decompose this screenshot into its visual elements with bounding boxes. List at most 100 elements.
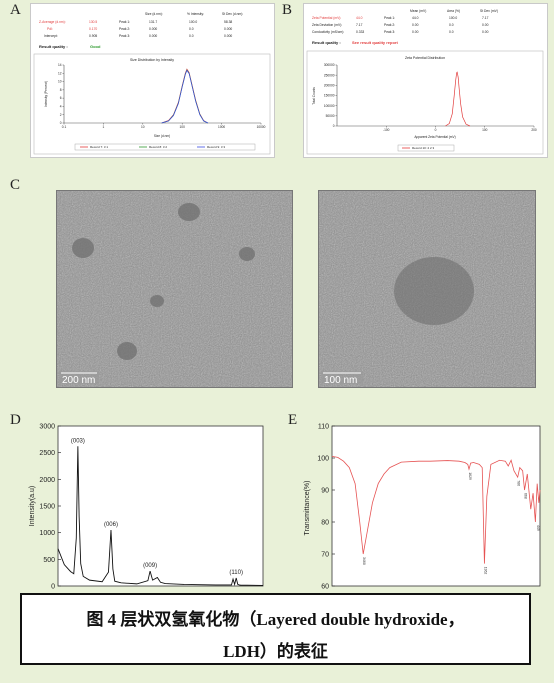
peak-label: Peak 2: bbox=[119, 27, 130, 31]
x-tick-label: 0 bbox=[435, 128, 437, 132]
y-tick-label: 80 bbox=[321, 520, 329, 527]
result-quality-value: See result quality report bbox=[352, 40, 398, 45]
dls-size-figure: Size (d.nm): % Intensity: St Dev (d.nm):… bbox=[33, 12, 271, 155]
xrd-pattern bbox=[57, 446, 264, 587]
peak-cell: 0.0 bbox=[189, 27, 194, 31]
peak-cell: 0.00 bbox=[482, 23, 489, 27]
y-tick-label: 90 bbox=[321, 488, 329, 495]
y-tick-label: 200000 bbox=[324, 83, 335, 87]
intercept-label: Intercept: bbox=[44, 34, 58, 38]
y-tick-label: 100000 bbox=[324, 104, 335, 108]
x-axis-label: Apparent Zeta Potential (mV) bbox=[414, 135, 455, 139]
chart-title: Size Distribution by Intensity bbox=[130, 58, 174, 62]
y-tick-label: 70 bbox=[321, 552, 329, 559]
panel-label-e: E bbox=[288, 412, 298, 428]
result-quality-value: Good bbox=[90, 44, 101, 49]
panel-label-b: B bbox=[282, 2, 293, 18]
zeta-potential-label: Zeta Potential (mV): bbox=[312, 16, 341, 20]
peak-cell: 0.000 bbox=[224, 27, 232, 31]
peak-annotation: (009) bbox=[143, 563, 157, 569]
panel-label-c: C bbox=[10, 177, 21, 193]
peak-annotation: (110) bbox=[229, 570, 243, 576]
ftir-spectrum bbox=[331, 456, 541, 564]
legend-entry: Record 8: 3 2 bbox=[149, 145, 167, 149]
peak-cell: 131.7 bbox=[149, 20, 157, 24]
legend-box bbox=[397, 144, 455, 152]
y-axis-label: Intensity(a.u) bbox=[29, 486, 36, 526]
size-distribution-series bbox=[161, 69, 209, 124]
peak-cell: 0.00 bbox=[412, 23, 419, 27]
panel-label-a: A bbox=[10, 2, 21, 18]
zeta-distribution-series bbox=[445, 71, 471, 127]
chart-title: Zeta Potential Distribution bbox=[405, 56, 445, 60]
scale-bar-label: 200 nm bbox=[62, 375, 95, 386]
peak-cell: 100.0 bbox=[449, 16, 457, 20]
scale-bar-label: 100 nm bbox=[324, 375, 357, 386]
y-tick-label: 14 bbox=[58, 63, 62, 67]
y-axis-label: Total Counts bbox=[312, 87, 316, 105]
col-header: % Intensity: bbox=[187, 12, 204, 16]
caption-line-2: LDH）的表征 bbox=[223, 642, 328, 661]
y-tick-label: 0 bbox=[333, 124, 335, 128]
y-tick-label: 50000 bbox=[326, 114, 335, 118]
y-tick-label: 12 bbox=[58, 71, 62, 75]
band-annotation: 668 bbox=[524, 493, 528, 499]
x-tick-label: 100 bbox=[482, 128, 488, 132]
band-annotation: 1629 bbox=[468, 472, 472, 480]
y-tick-label: 1000 bbox=[39, 530, 55, 537]
y-tick-label: 2 bbox=[60, 113, 62, 117]
band-annotation: 786 bbox=[517, 480, 521, 486]
peak-label: Peak 3: bbox=[119, 34, 130, 38]
band-annotation: 449 bbox=[536, 525, 540, 531]
col-header: Area (%) bbox=[447, 9, 460, 13]
y-axis-label: Transmittance(%) bbox=[304, 481, 311, 536]
tem-image-left: 200 nm bbox=[56, 190, 293, 388]
result-quality-label: Result quality : bbox=[312, 40, 341, 45]
dls-size-report: Size (d.nm): % Intensity: St Dev (d.nm):… bbox=[30, 3, 275, 158]
peak-cell: 0.00 bbox=[482, 30, 489, 34]
peak-label: Peak 1: bbox=[384, 16, 395, 20]
y-axis-label: Intensity (Percent) bbox=[44, 81, 48, 107]
x-tick-label: 10000 bbox=[257, 125, 266, 129]
y-tick-label: 60 bbox=[321, 584, 329, 591]
zeta-deviation-value: 7.17 bbox=[356, 23, 363, 27]
peak-cell: 0.000 bbox=[149, 27, 157, 31]
x-tick-label: 1 bbox=[103, 125, 105, 129]
legend-entry: Record 10: 2 2 3 bbox=[412, 146, 435, 150]
y-tick-label: 1500 bbox=[39, 504, 55, 511]
zeta-potential-report: Mean (mV) Area (%) St Dev (mV) Zeta Pote… bbox=[303, 3, 548, 158]
band-annotation: 1362 bbox=[483, 567, 487, 575]
col-header: Mean (mV) bbox=[410, 9, 426, 13]
chart-frame bbox=[306, 50, 544, 155]
ftir-chart: 60 70 80 90 100 110 Transmittance(%) 3460 1629… bbox=[297, 420, 554, 595]
zeta-potential-value: 44.0 bbox=[356, 16, 363, 20]
conductivity-value: 0.333 bbox=[356, 30, 364, 34]
intercept-value: 0.905 bbox=[89, 34, 97, 38]
legend-entry: Record 9: 3 3 bbox=[207, 145, 225, 149]
tem-image-right: 100 nm bbox=[318, 190, 536, 388]
peak-annotation: (006) bbox=[104, 522, 118, 528]
y-tick-label: 6 bbox=[60, 96, 62, 100]
zeta-deviation-label: Zeta Deviation (mV): bbox=[312, 23, 342, 27]
figure-caption: 图 4 层状双氢氧化物（Layered double hydroxide， LD… bbox=[20, 593, 531, 665]
tem-micrograph: 100 nm bbox=[319, 191, 535, 387]
x-tick-label: 1000 bbox=[218, 125, 225, 129]
peak-label: Peak 3: bbox=[384, 30, 395, 34]
peak-label: Peak 2: bbox=[384, 23, 395, 27]
peak-cell: 0.0 bbox=[449, 30, 454, 34]
pdi-value: 0.170 bbox=[89, 27, 97, 31]
col-header: Size (d.nm): bbox=[145, 12, 163, 16]
peak-cell: 44.0 bbox=[412, 16, 419, 20]
x-tick-label: 0.1 bbox=[62, 125, 67, 129]
y-tick-label: 250000 bbox=[324, 73, 335, 77]
peak-annotation: (003) bbox=[71, 438, 85, 444]
peak-cell: 100.0 bbox=[189, 20, 197, 24]
y-tick-label: 2000 bbox=[39, 477, 55, 484]
peak-cell: 7.17 bbox=[482, 16, 489, 20]
tem-micrograph: 200 nm bbox=[57, 191, 292, 387]
x-axis-label: Size (d.nm) bbox=[154, 134, 170, 138]
y-tick-label: 100 bbox=[317, 456, 329, 463]
conductivity-label: Conductivity (mS/cm): bbox=[312, 30, 344, 34]
zeta-figure: Mean (mV) Area (%) St Dev (mV) Zeta Pote… bbox=[306, 9, 544, 155]
